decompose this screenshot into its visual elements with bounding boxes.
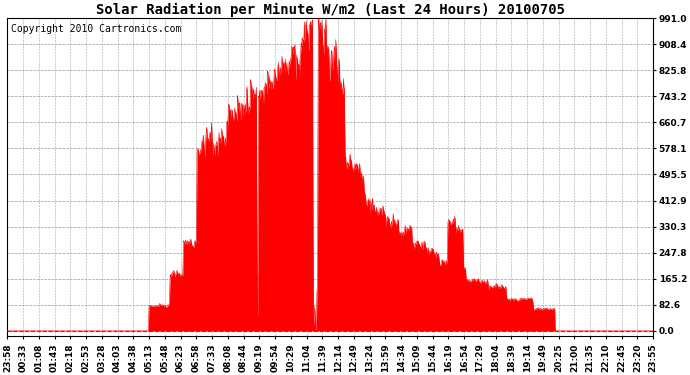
Text: Copyright 2010 Cartronics.com: Copyright 2010 Cartronics.com bbox=[10, 24, 181, 34]
Title: Solar Radiation per Minute W/m2 (Last 24 Hours) 20100705: Solar Radiation per Minute W/m2 (Last 24… bbox=[96, 3, 564, 17]
